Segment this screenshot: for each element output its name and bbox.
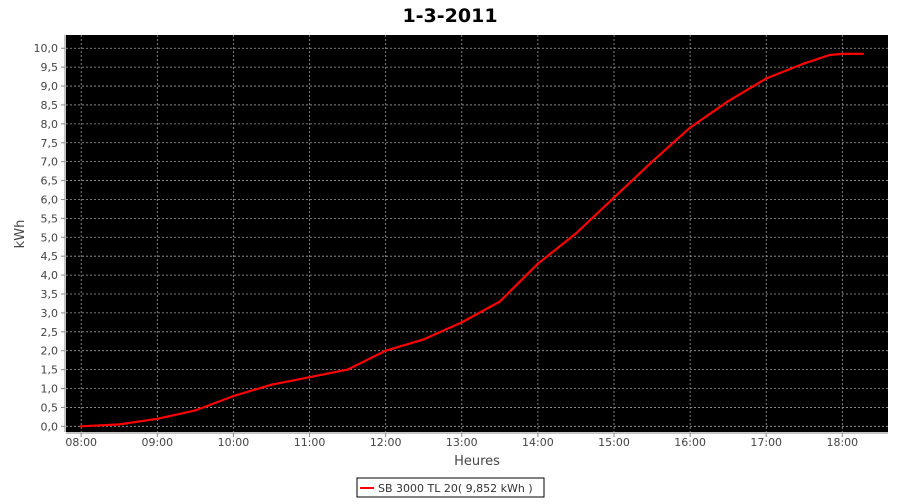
- data-point: [536, 262, 540, 265]
- chart-title: 1-3-2011: [402, 5, 497, 27]
- x-tick-label: 15:00: [598, 436, 630, 449]
- y-tick-label: 0,0: [41, 420, 59, 433]
- y-tick-label: 4,0: [41, 269, 59, 282]
- data-point: [308, 375, 311, 379]
- y-tick-label: 1,5: [41, 364, 59, 377]
- x-tick-label: 13:00: [446, 436, 478, 449]
- legend-box: [356, 477, 545, 498]
- data-point: [574, 232, 578, 235]
- x-tick-label: 09:00: [141, 436, 173, 449]
- y-tick-label: 8,0: [41, 118, 59, 131]
- x-tick-label: 18:00: [826, 436, 858, 449]
- x-tick-label: 12:00: [370, 436, 402, 449]
- x-axis: 08:00 09:00 10:00 11:00 12:00 13:00 14:00 15:00…: [65, 433, 858, 449]
- data-point: [384, 349, 387, 352]
- data-point: [156, 417, 159, 420]
- data-point: [828, 53, 831, 57]
- y-tick-label: 7,0: [41, 156, 59, 169]
- y-axis: 0,0 0,5 1,0 1,5 2,0 2,5 3,0 3,5 4,0 4,5 5,0 5,5 6,0 6…: [34, 42, 65, 433]
- x-axis-label: Heures: [454, 454, 500, 469]
- y-tick-label: 2,0: [41, 345, 59, 358]
- x-tick-label: 16:00: [674, 436, 706, 449]
- x-tick-label: 17:00: [750, 436, 782, 449]
- y-axis-label: kWh: [13, 220, 28, 249]
- legend: SB 3000 TL 20( 9,852 kWh ): [356, 477, 545, 498]
- y-tick-label: 6,5: [41, 175, 59, 188]
- data-point: [861, 52, 864, 56]
- y-tick-label: 2,5: [41, 326, 59, 339]
- data-point: [346, 368, 349, 371]
- y-tick-label: 6,0: [41, 193, 59, 206]
- y-tick-label: 7,5: [41, 137, 59, 150]
- data-point: [194, 409, 197, 412]
- data-point: [422, 338, 425, 341]
- y-tick-label: 3,0: [41, 307, 59, 320]
- y-tick-label: 5,0: [41, 231, 59, 244]
- x-tick-label: 08:00: [65, 436, 97, 449]
- y-tick-label: 10,0: [34, 42, 59, 55]
- x-tick-label: 14:00: [522, 436, 554, 449]
- data-point: [270, 383, 273, 386]
- data-point: [650, 160, 654, 163]
- y-tick-label: 0,5: [41, 401, 59, 414]
- data-point: [460, 321, 463, 324]
- data-point: [232, 394, 235, 398]
- y-tick-label: 5,5: [41, 212, 59, 225]
- data-point: [688, 126, 692, 129]
- series-layer: [80, 52, 864, 428]
- y-tick-label: 8,5: [41, 99, 59, 112]
- data-point: [118, 423, 121, 426]
- data-point: [841, 52, 844, 56]
- legend-label: SB 3000 TL 20( 9,852 kWh ): [378, 482, 533, 495]
- grid: [66, 35, 888, 432]
- data-point: [803, 62, 806, 65]
- data-point: [612, 196, 616, 199]
- plot-area: [66, 35, 888, 432]
- y-tick-label: 3,5: [41, 288, 59, 301]
- x-tick-label: 10:00: [218, 436, 250, 449]
- data-point: [498, 300, 502, 303]
- data-point: [80, 425, 83, 428]
- data-point: [765, 77, 768, 80]
- y-tick-label: 9,5: [41, 61, 59, 74]
- y-tick-label: 1,0: [41, 383, 59, 396]
- y-tick-label: 4,5: [41, 250, 59, 263]
- y-tick-label: 9,0: [41, 80, 59, 93]
- x-tick-label: 11:00: [294, 436, 326, 449]
- data-point: [726, 99, 730, 103]
